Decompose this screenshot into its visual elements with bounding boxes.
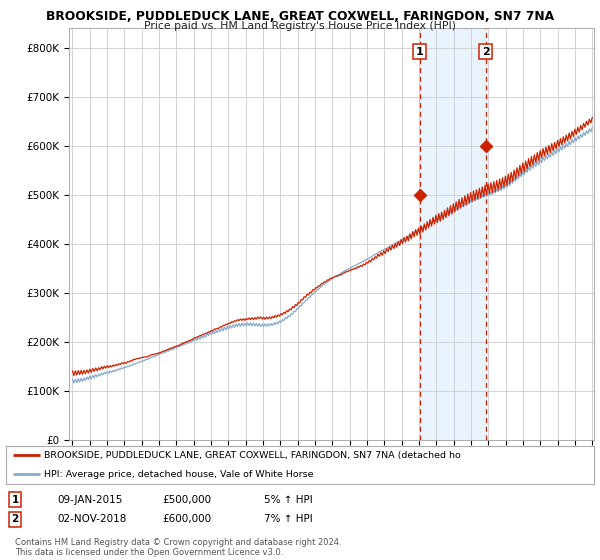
Text: 7% ↑ HPI: 7% ↑ HPI [264,514,313,524]
Text: Price paid vs. HM Land Registry's House Price Index (HPI): Price paid vs. HM Land Registry's House … [144,21,456,31]
Text: £600,000: £600,000 [162,514,211,524]
Bar [419,28,485,440]
Text: 1: 1 [416,46,424,57]
Text: BROOKSIDE, PUDDLEDUCK LANE, GREAT COXWELL, FARINGDON, SN7 7NA: BROOKSIDE, PUDDLEDUCK LANE, GREAT COXWEL… [46,10,554,23]
Text: £500,000: £500,000 [162,494,211,505]
Text: Contains HM Land Registry data © Crown copyright and database right 2024.
This d: Contains HM Land Registry data © Crown c… [15,538,341,557]
Text: HPI: Average price, detached house, Vale of White Horse: HPI: Average price, detached house, Vale… [44,470,314,479]
Text: 09-JAN-2015: 09-JAN-2015 [57,494,122,505]
Text: 2: 2 [482,46,490,57]
Text: 5% ↑ HPI: 5% ↑ HPI [264,494,313,505]
Text: 02-NOV-2018: 02-NOV-2018 [57,514,127,524]
Text: 2: 2 [11,514,19,524]
Text: 1: 1 [11,494,19,505]
Text: BROOKSIDE, PUDDLEDUCK LANE, GREAT COXWELL, FARINGDON, SN7 7NA (detached ho: BROOKSIDE, PUDDLEDUCK LANE, GREAT COXWEL… [44,451,461,460]
